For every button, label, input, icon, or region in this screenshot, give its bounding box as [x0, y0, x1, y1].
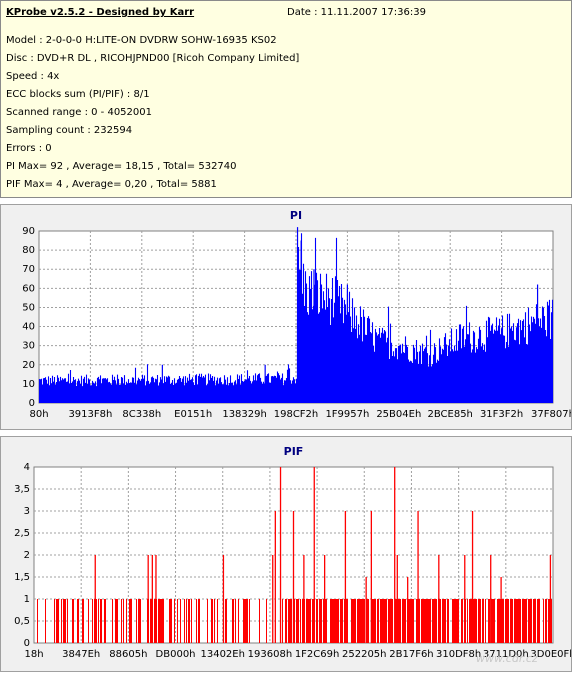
y-tick-label: 3	[24, 506, 30, 517]
info-sampling: Sampling count : 232594	[6, 125, 133, 136]
x-tick-label: 3847Eh	[62, 649, 100, 660]
x-tick-label: 138329h	[222, 409, 267, 420]
y-tick-label: 0,5	[14, 616, 30, 627]
x-tick-label: 8C338h	[122, 409, 161, 420]
x-tick-label: E0151h	[174, 409, 212, 420]
info-disc: Disc : DVD+R DL , RICOHJPND00 [Ricoh Com…	[6, 53, 300, 64]
x-tick-label: 80h	[29, 409, 48, 420]
info-speed: Speed : 4x	[6, 71, 60, 82]
y-tick-label: 2,5	[14, 528, 30, 539]
series	[38, 227, 554, 403]
y-tick-label: 0	[29, 398, 35, 409]
x-tick-label: 3711D0h	[483, 649, 529, 660]
watermark: www.cdr.cz	[476, 652, 538, 665]
x-tick-label: 252205h	[342, 649, 387, 660]
data-bars	[37, 599, 552, 643]
x-tick-label: 25B04Eh	[376, 409, 421, 420]
series	[37, 467, 552, 643]
y-tick-label: 30	[22, 341, 35, 352]
y-tick-label: 10	[22, 379, 35, 390]
x-tick-label: 31F3F2h	[480, 409, 523, 420]
x-tick-label: 2B17F6h	[389, 649, 433, 660]
y-tick-label: 1,5	[14, 572, 30, 583]
x-tick-label: 193608h	[248, 649, 293, 660]
x-tick-label: 310DF8h	[436, 649, 481, 660]
x-tick-label: 1F9957h	[325, 409, 369, 420]
chart-title: PI	[290, 209, 302, 222]
y-tick-label: 80	[22, 245, 35, 256]
y-tick-label: 60	[22, 283, 35, 294]
info-pi-stats: PI Max= 92 , Average= 18,15 , Total= 532…	[6, 161, 237, 172]
info-model: Model : 2-0-0-0 H:LITE-ON DVDRW SOHW-169…	[6, 35, 277, 46]
x-tick-label: 88605h	[109, 649, 147, 660]
y-tick-label: 4	[24, 462, 30, 473]
x-tick-label: 2BCE85h	[427, 409, 472, 420]
chart-title: PIF	[284, 445, 304, 458]
scan-date: Date : 11.11.2007 17:36:39	[287, 7, 426, 18]
info-ecc: ECC blocks sum (PI/PIF) : 8/1	[6, 89, 150, 100]
x-tick-label: 37F807h	[531, 409, 571, 420]
x-tick-label: 3913F8h	[68, 409, 112, 420]
info-panel: KProbe v2.5.2 - Designed by Karr Date : …	[0, 0, 572, 198]
x-tick-label: 198CF2h	[274, 409, 319, 420]
y-tick-label: 50	[22, 302, 35, 313]
y-tick-label: 1	[24, 594, 30, 605]
x-tick-label: DB000h	[156, 649, 196, 660]
y-tick-label: 20	[22, 360, 35, 371]
y-tick-label: 90	[22, 226, 35, 237]
x-tick-label: 18h	[24, 649, 43, 660]
pif-chart: PIF 0 0,5 1 1,5 2 2,5 3 3,5 4 18h 3847Eh 88605h DB000…	[14, 445, 572, 660]
y-tick-label: 0	[24, 638, 30, 649]
y-tick-label: 3,5	[14, 484, 30, 495]
info-errors: Errors : 0	[6, 143, 52, 154]
pif-chart-panel: PIF 0 0,5 1 1,5 2 2,5 3 3,5 4 18h 3847Eh 88605h DB000…	[0, 436, 572, 672]
x-tick-label: 13402Eh	[200, 649, 244, 660]
pi-chart: PI 0 10 20 30 40 50 60 70 80 90 80h 3913F8h 8C338h E01…	[22, 209, 572, 420]
y-tick-label: 70	[22, 264, 35, 275]
app-title: KProbe v2.5.2 - Designed by Karr	[6, 7, 195, 18]
y-tick-label: 40	[22, 322, 35, 333]
pi-chart-panel: PI 0 10 20 30 40 50 60 70 80 90 80h 3913F8h 8C338h E01…	[0, 204, 572, 430]
x-tick-label: 1F2C69h	[295, 649, 340, 660]
data-bars	[38, 233, 554, 403]
info-pif-stats: PIF Max= 4 , Average= 0,20 , Total= 5881	[6, 179, 217, 190]
x-tick-label: 3D0E0Fh	[530, 649, 571, 660]
y-tick-label: 2	[24, 550, 30, 561]
info-range: Scanned range : 0 - 4052001	[6, 107, 152, 118]
